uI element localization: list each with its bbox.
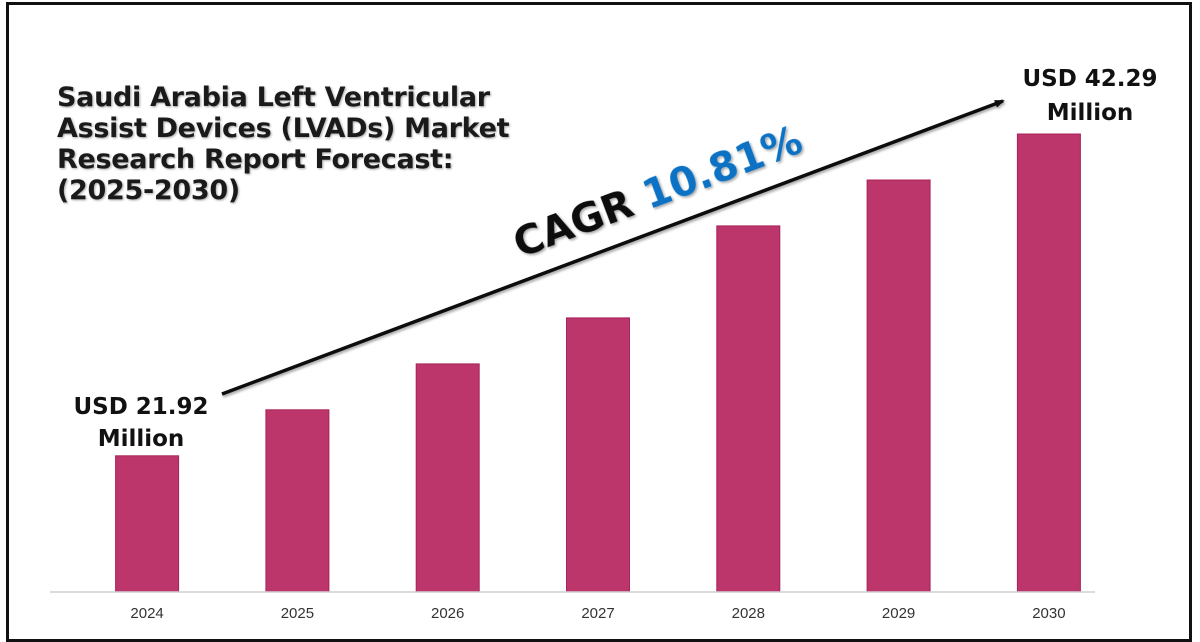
bar-2028 xyxy=(716,225,781,593)
start-value-label-line-2: Million xyxy=(98,426,185,452)
chart-title: Saudi Arabia Left Ventricular Assist Dev… xyxy=(57,82,527,206)
x-tick-label-2030: 2030 xyxy=(1032,605,1065,622)
chart-title-line-1: Saudi Arabia Left Ventricular xyxy=(57,82,490,113)
start-value-label-line-1: USD 21.92 xyxy=(73,394,208,420)
bar-2030 xyxy=(1016,133,1081,593)
x-tick-label-2026: 2026 xyxy=(431,605,464,622)
bar-2026 xyxy=(415,363,480,593)
x-tick-label-2027: 2027 xyxy=(581,605,614,622)
x-tick-label-2029: 2029 xyxy=(882,605,915,622)
x-tick-label-2025: 2025 xyxy=(281,605,314,622)
x-tick-labels: 2024 2025 2026 2027 2028 2029 2030 xyxy=(130,605,1065,622)
chart-title-line-3: Research Report Forecast: xyxy=(57,144,454,175)
x-tick-label-2024: 2024 xyxy=(130,605,163,622)
bar-2029 xyxy=(866,179,931,593)
end-value-label-line-1: USD 42.29 xyxy=(1022,66,1157,92)
chart-title-line-4: (2025-2030) xyxy=(57,175,240,206)
chart-title-line-2: Assist Devices (LVADs) Market xyxy=(57,113,510,144)
cagr-trend-arrow xyxy=(221,99,1005,396)
bars-group xyxy=(115,133,1081,593)
x-tick-label-2028: 2028 xyxy=(732,605,765,622)
cagr-value: 10.81% xyxy=(636,117,808,219)
bar-2025 xyxy=(265,409,330,593)
end-value-label-line-2: Million xyxy=(1047,100,1134,126)
cagr-label: CAGR xyxy=(507,181,639,268)
bar-2024 xyxy=(115,455,180,593)
bar-2027 xyxy=(566,317,630,593)
